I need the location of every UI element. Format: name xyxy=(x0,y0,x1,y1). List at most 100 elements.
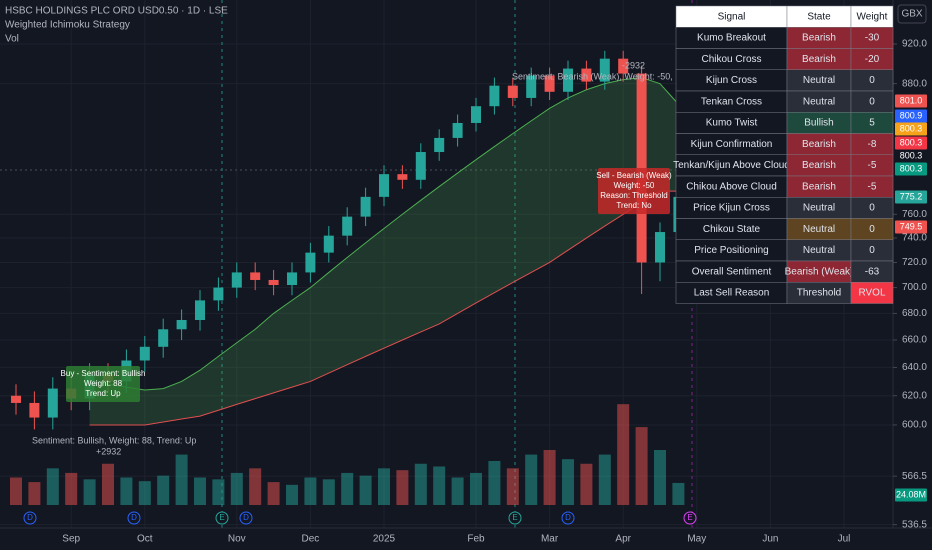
signal-box-text: Weight: -50 xyxy=(614,181,655,190)
candle-body xyxy=(452,122,463,138)
volume-bar xyxy=(267,482,280,505)
signal-box-text: Weight: 88 xyxy=(84,379,123,388)
table-cell-text: -63 xyxy=(865,266,880,277)
price-badge-label: 800.3 xyxy=(900,163,923,173)
candle-body xyxy=(195,300,205,320)
volume-bar xyxy=(378,468,390,505)
x-tick-label: May xyxy=(687,534,706,545)
price-badge xyxy=(895,162,927,176)
table-cell-text: Kumo Twist xyxy=(706,118,758,129)
price-badge xyxy=(895,109,927,123)
table-cell-text: Chikou State xyxy=(703,224,761,235)
price-badge-label: 801.0 xyxy=(900,95,923,105)
event-marker[interactable] xyxy=(23,511,37,525)
volume-bar xyxy=(65,472,78,505)
table-header: Weight xyxy=(857,11,888,22)
event-label: E xyxy=(687,513,692,522)
x-tick-label: Sep xyxy=(62,534,80,545)
y-tick-label: 740.0 xyxy=(902,233,927,244)
volume-bar xyxy=(359,475,372,505)
y-tick-label: 660.0 xyxy=(902,335,927,346)
volume-bar xyxy=(598,454,611,505)
volume-bar xyxy=(46,468,59,505)
volume-bar xyxy=(635,427,648,505)
cloud-line xyxy=(89,77,771,391)
y-tick-label: 680.0 xyxy=(902,308,927,319)
price-badge-label: 24.08M xyxy=(896,489,926,499)
candle-body xyxy=(379,174,389,197)
volume-bar xyxy=(286,484,298,505)
y-tick-label: 536.5 xyxy=(902,519,927,530)
volume-bar xyxy=(304,477,317,505)
volume-name: Vol xyxy=(5,34,19,45)
candle-body xyxy=(618,58,629,74)
event-marker[interactable] xyxy=(127,511,141,525)
event-marker[interactable] xyxy=(215,511,229,525)
table-cell-text: Kumo Breakout xyxy=(697,33,766,44)
unit-label[interactable]: GBX xyxy=(901,9,922,20)
volume-bar xyxy=(506,468,519,505)
signal-box-text: Trend: No xyxy=(616,201,652,210)
price-badge xyxy=(895,220,927,234)
event-label: E xyxy=(219,513,224,522)
event-marker[interactable] xyxy=(508,511,522,525)
y-tick-label: 760.0 xyxy=(902,209,927,220)
table-cell-text: -20 xyxy=(865,54,880,65)
annotation: +2932 xyxy=(96,446,121,456)
candle-body xyxy=(360,196,371,217)
y-tick-label: 640.0 xyxy=(902,362,927,373)
event-label: E xyxy=(512,513,517,522)
table-cell-text: -5 xyxy=(868,160,877,171)
volume-bar xyxy=(433,466,446,505)
volume-bar xyxy=(488,461,501,505)
candle-body xyxy=(434,137,445,153)
signal-box xyxy=(598,168,670,214)
candle-body xyxy=(231,272,242,288)
x-tick-label: 2025 xyxy=(373,534,396,545)
x-tick-label: Oct xyxy=(137,534,153,545)
price-badge-label: 775.2 xyxy=(900,191,923,201)
candle-body xyxy=(250,272,261,280)
table-cell-text: Bearish xyxy=(802,160,836,171)
candle-body xyxy=(655,232,665,263)
x-tick-label: Mar xyxy=(541,534,559,545)
annotation: Sentiment: Bearish (Weak), Weight: -50, … xyxy=(512,71,796,81)
price-badge xyxy=(895,149,927,163)
event-marker[interactable] xyxy=(239,511,253,525)
candle-body xyxy=(29,402,40,418)
unit-box[interactable] xyxy=(897,4,927,24)
price-badge-label: 800.3 xyxy=(900,137,923,147)
table-cell-text: Neutral xyxy=(803,245,835,256)
candle-body xyxy=(47,388,58,418)
candle-body xyxy=(471,106,481,123)
volume-bar xyxy=(580,463,593,505)
table-cell-text: Tenkan/Kijun Above Cloud xyxy=(673,160,790,171)
volume-bar xyxy=(672,482,685,505)
price-badge xyxy=(895,488,927,502)
candle-body xyxy=(213,287,224,301)
candle-body xyxy=(599,58,610,82)
signal-box-text: Trend: Up xyxy=(85,389,121,398)
volume-bar xyxy=(102,463,114,505)
table-cell-text: Chikou Cross xyxy=(701,54,761,65)
volume-bar xyxy=(157,475,170,505)
annotation: Sentiment: Bullish, Weight: 88, Trend: U… xyxy=(32,435,196,445)
table-cell-text: 0 xyxy=(869,75,875,86)
candle-body xyxy=(544,75,555,92)
x-tick-label: Jul xyxy=(838,534,851,545)
event-marker[interactable] xyxy=(561,511,575,525)
price-badge xyxy=(895,122,927,136)
event-marker[interactable] xyxy=(683,511,697,525)
volume-bar xyxy=(414,463,427,505)
volume-bar xyxy=(322,479,335,505)
volume-bar xyxy=(249,468,262,505)
price-badge xyxy=(895,190,927,204)
volume-bar xyxy=(341,472,354,505)
volume-bar xyxy=(470,472,482,505)
indicator-name: Weighted Ichimoku Strategy xyxy=(5,20,130,31)
volume-bar xyxy=(562,459,574,505)
table-cell-text: 0 xyxy=(869,224,875,235)
volume-bar xyxy=(10,477,22,505)
chart-title: HSBC HOLDINGS PLC ORD USD0.50 · 1D · LSE xyxy=(5,6,228,17)
candle-body xyxy=(489,85,500,107)
